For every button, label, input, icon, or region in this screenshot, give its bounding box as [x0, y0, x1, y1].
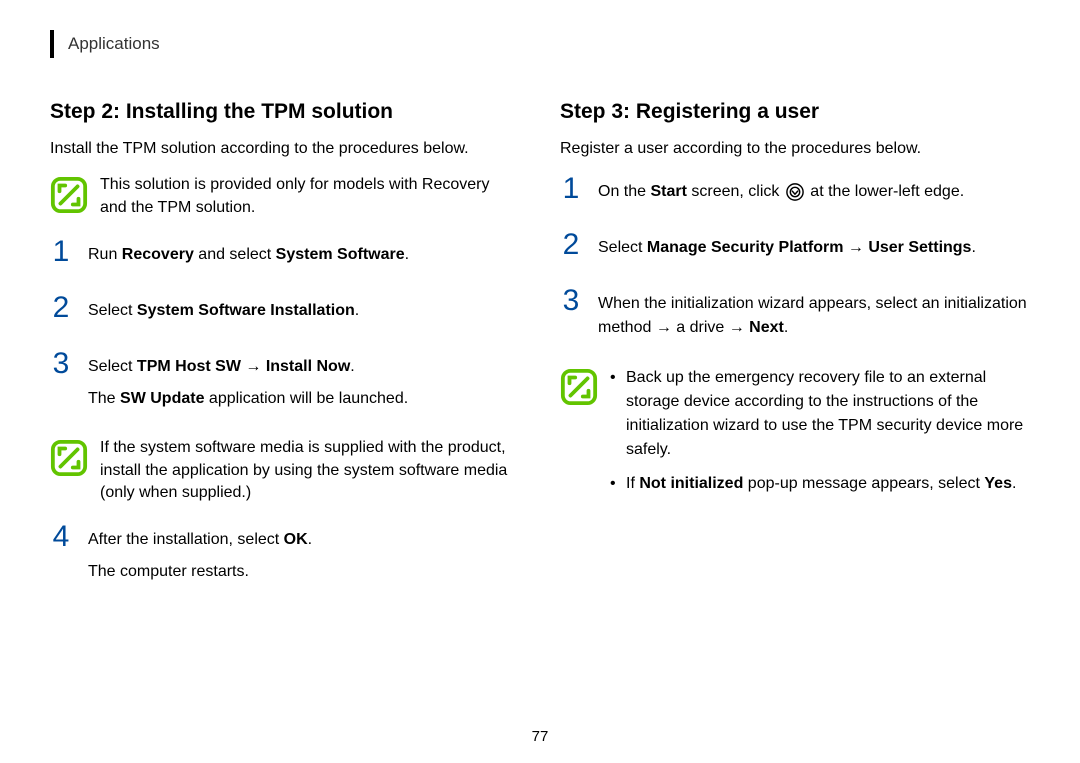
left-note-1-text: This solution is provided only for model…	[100, 174, 520, 219]
t: Select	[88, 358, 137, 375]
t: Select	[88, 302, 137, 319]
left-intro: Install the TPM solution according to th…	[50, 138, 520, 160]
t: .	[405, 246, 409, 263]
note-icon	[50, 176, 88, 214]
step-body: Select Manage Security Platform → User S…	[598, 230, 976, 268]
t: System Software Installation	[137, 302, 355, 319]
t: Manage Security Platform	[647, 239, 844, 256]
t: Next	[749, 319, 784, 336]
note-icon	[50, 439, 88, 477]
step-number: 1	[560, 174, 582, 204]
left-note-2: If the system software media is supplied…	[50, 437, 520, 504]
t: TPM Host SW	[137, 358, 241, 375]
t: .	[971, 239, 975, 256]
t: Recovery	[122, 246, 194, 263]
note-bullet-list: Back up the emergency recovery file to a…	[610, 366, 1030, 496]
t: The	[88, 390, 120, 407]
left-heading: Step 2: Installing the TPM solution	[50, 100, 520, 124]
left-step-3: 3 Select TPM Host SW → Install Now. The …	[50, 349, 520, 419]
t: On the	[598, 183, 650, 200]
step-body: When the initialization wizard appears, …	[598, 286, 1030, 348]
t: Run	[88, 246, 122, 263]
step-body: Select System Software Installation.	[88, 293, 359, 331]
t: →	[843, 239, 868, 256]
t: Start	[650, 183, 686, 200]
right-column: Step 3: Registering a user Register a us…	[560, 100, 1030, 610]
step-body: Run Recovery and select System Software.	[88, 237, 409, 275]
right-step-2: 2 Select Manage Security Platform → User…	[560, 230, 1030, 268]
right-intro: Register a user according to the procedu…	[560, 138, 1030, 160]
content-columns: Step 2: Installing the TPM solution Inst…	[50, 100, 1030, 610]
left-note-1: This solution is provided only for model…	[50, 174, 520, 219]
t: The computer restarts.	[88, 560, 312, 584]
step-body: Select TPM Host SW → Install Now. The SW…	[88, 349, 408, 419]
t: .	[1012, 475, 1016, 492]
t: →	[241, 358, 266, 375]
t: pop-up message appears, select	[743, 475, 984, 492]
right-note: Back up the emergency recovery file to a…	[560, 366, 1030, 506]
right-step-3: 3 When the initialization wizard appears…	[560, 286, 1030, 348]
t: System Software	[276, 246, 405, 263]
t: Yes	[984, 475, 1012, 492]
step-number: 4	[50, 522, 72, 552]
t: and select	[194, 246, 276, 263]
step-number: 1	[50, 237, 72, 267]
left-step-4: 4 After the installation, select OK. The…	[50, 522, 520, 592]
note-icon	[560, 368, 598, 406]
step-number: 2	[50, 293, 72, 323]
t: Select	[598, 239, 647, 256]
bullet-item: Back up the emergency recovery file to a…	[610, 366, 1030, 462]
step-number: 3	[560, 286, 582, 316]
t: When the initialization wizard appears, …	[598, 295, 1027, 336]
t: After the installation, select	[88, 531, 284, 548]
page-number: 77	[532, 728, 549, 745]
page-header: Applications	[50, 30, 1030, 58]
step-number: 3	[50, 349, 72, 379]
right-step-1: 1 On the Start screen, click at the lowe…	[560, 174, 1030, 212]
t: .	[308, 531, 312, 548]
left-step-1: 1 Run Recovery and select System Softwar…	[50, 237, 520, 275]
step-body: On the Start screen, click at the lower-…	[598, 174, 964, 212]
left-column: Step 2: Installing the TPM solution Inst…	[50, 100, 520, 610]
bullet-item: If Not initialized pop-up message appear…	[610, 472, 1030, 496]
t: .	[784, 319, 788, 336]
t: SW Update	[120, 390, 204, 407]
t: application will be launched.	[204, 390, 408, 407]
t: OK	[284, 531, 308, 548]
t: screen, click	[687, 183, 784, 200]
t: .	[355, 302, 359, 319]
left-step-2: 2 Select System Software Installation.	[50, 293, 520, 331]
right-note-text: Back up the emergency recovery file to a…	[610, 366, 1030, 506]
t: If	[626, 475, 639, 492]
t: Install Now	[266, 358, 350, 375]
step-body: After the installation, select OK. The c…	[88, 522, 312, 592]
left-note-2-text: If the system software media is supplied…	[100, 437, 520, 504]
t: User Settings	[868, 239, 971, 256]
t: Not initialized	[639, 475, 743, 492]
down-circle-icon	[786, 183, 804, 201]
header-title: Applications	[68, 34, 160, 54]
right-heading: Step 3: Registering a user	[560, 100, 1030, 124]
t: .	[350, 358, 354, 375]
t: at the lower-left edge.	[806, 183, 964, 200]
step-number: 2	[560, 230, 582, 260]
